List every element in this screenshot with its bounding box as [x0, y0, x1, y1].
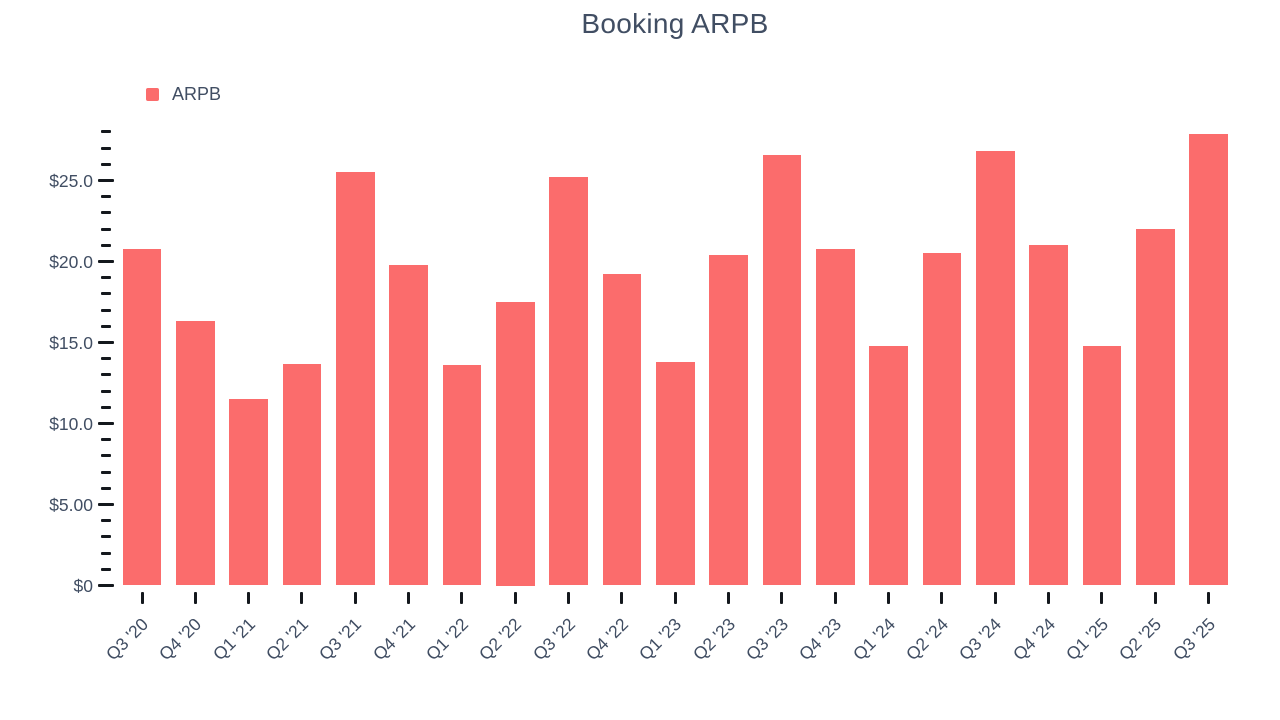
bar[interactable]: [869, 345, 908, 586]
x-axis-tick: [567, 592, 571, 604]
bar[interactable]: [176, 321, 215, 586]
y-axis-minor-tick: [101, 227, 111, 231]
y-axis-minor-tick: [101, 195, 111, 199]
x-axis-tick: [673, 592, 677, 604]
y-axis-minor-tick: [101, 405, 111, 409]
y-axis-major-tick: [98, 260, 114, 263]
y-axis-label: $15.0: [49, 332, 93, 353]
legend-marker-icon: [146, 88, 159, 101]
x-axis-tick: [1207, 592, 1211, 604]
x-axis-tick: [620, 592, 624, 604]
chart-title: Booking ARPB: [581, 8, 769, 39]
y-axis-minor-tick: [101, 162, 111, 166]
y-axis-minor-tick: [101, 292, 111, 296]
y-axis-minor-tick: [101, 243, 111, 247]
x-axis-tick: [513, 592, 517, 604]
y-axis-label: $10.0: [49, 413, 93, 434]
y-axis-label: $5.00: [49, 494, 93, 515]
bar[interactable]: [816, 248, 855, 586]
y-axis-label: $25.0: [49, 170, 93, 191]
x-axis-tick: [1100, 592, 1104, 604]
y-axis-major-tick: [98, 422, 114, 425]
y-axis-minor-tick: [101, 470, 111, 474]
x-axis-tick: [1047, 592, 1051, 604]
x-axis-tick: [353, 592, 357, 604]
bar[interactable]: [389, 264, 428, 586]
bar[interactable]: [1189, 133, 1228, 586]
y-axis-minor-tick: [101, 454, 111, 458]
y-axis-minor-tick: [101, 211, 111, 215]
bar[interactable]: [1136, 229, 1175, 586]
legend-label: ARPB: [172, 84, 222, 104]
y-axis-minor-tick: [101, 357, 111, 361]
x-axis-tick: [780, 592, 784, 604]
bar[interactable]: [602, 274, 642, 586]
bar[interactable]: [1029, 245, 1068, 586]
y-axis-minor-tick: [101, 373, 111, 377]
x-axis-tick: [140, 592, 144, 604]
y-axis-minor-tick: [101, 438, 111, 442]
x-axis-tick: [300, 592, 304, 604]
bar[interactable]: [122, 248, 162, 586]
x-axis-tick: [193, 592, 197, 604]
bar[interactable]: [1082, 345, 1122, 586]
bar[interactable]: [336, 172, 375, 586]
bar[interactable]: [282, 363, 322, 586]
y-axis-label: $20.0: [49, 251, 93, 272]
y-axis-minor-tick: [101, 308, 111, 312]
x-axis-tick: [833, 592, 837, 604]
x-axis-tick: [940, 592, 944, 604]
x-axis-tick: [247, 592, 251, 604]
y-axis-major-tick: [98, 179, 114, 182]
bar[interactable]: [922, 253, 962, 586]
x-axis-tick: [1153, 592, 1157, 604]
bar[interactable]: [762, 154, 802, 586]
y-axis-label: $0: [73, 575, 93, 596]
y-axis-minor-tick: [101, 130, 111, 134]
x-axis-tick: [460, 592, 464, 604]
bar[interactable]: [496, 302, 535, 586]
y-axis-minor-tick: [101, 324, 111, 328]
bar[interactable]: [229, 399, 268, 586]
bar[interactable]: [976, 151, 1015, 586]
x-axis-tick: [407, 592, 411, 604]
y-axis-minor-tick: [101, 535, 111, 539]
y-axis-minor-tick: [101, 146, 111, 150]
bar[interactable]: [656, 361, 695, 586]
legend-item-arpb[interactable]: ARPB: [146, 84, 221, 105]
bar[interactable]: [442, 365, 482, 586]
y-axis-major-tick: [98, 341, 114, 344]
x-axis-tick: [727, 592, 731, 604]
y-axis-minor-tick: [101, 567, 111, 571]
x-axis-tick: [993, 592, 997, 604]
y-axis-minor-tick: [101, 486, 111, 490]
x-axis-tick: [887, 592, 891, 604]
bar[interactable]: [549, 177, 588, 586]
y-axis-minor-tick: [101, 551, 111, 555]
y-axis-minor-tick: [101, 389, 111, 393]
bar[interactable]: [709, 255, 748, 586]
y-axis-major-tick: [98, 584, 114, 587]
y-axis-minor-tick: [101, 519, 111, 523]
y-axis-minor-tick: [101, 276, 111, 280]
y-axis-major-tick: [98, 503, 114, 506]
